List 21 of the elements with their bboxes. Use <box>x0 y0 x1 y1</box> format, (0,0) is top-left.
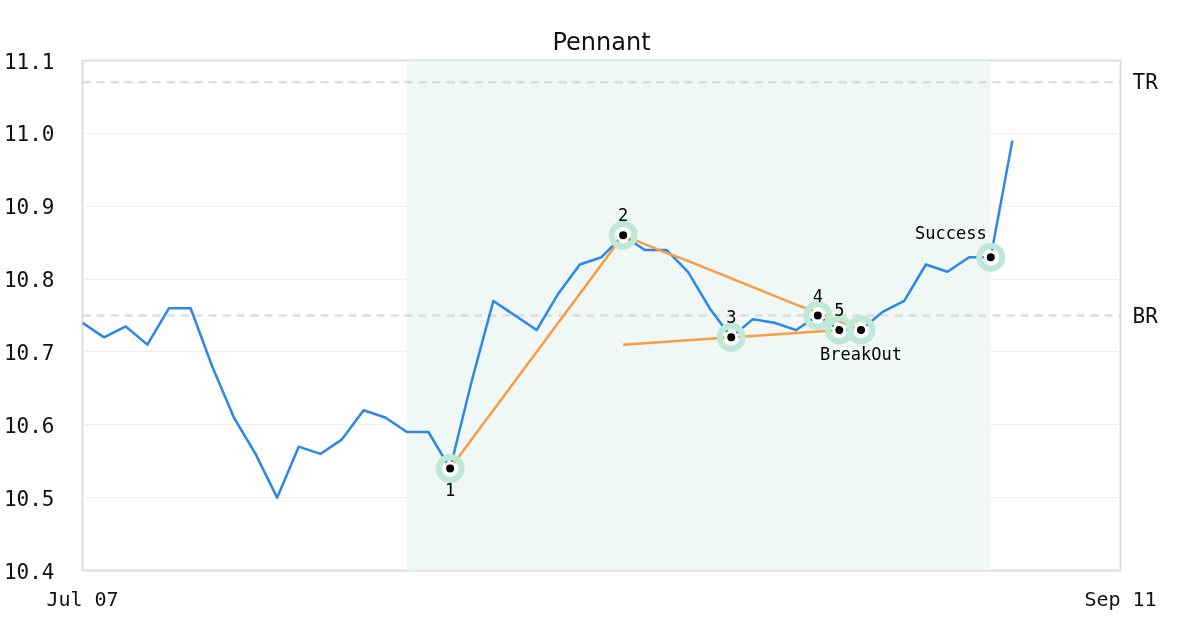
series-label: 5 <box>834 300 845 321</box>
ref-line-label: BR <box>1132 303 1159 328</box>
series-label: 4 <box>812 285 823 306</box>
x-tick-label: Jul 07 <box>46 586 119 611</box>
chart-title: Pennant <box>552 27 651 56</box>
series-label: BreakOut <box>820 344 902 365</box>
y-tick-label: 10.7 <box>3 340 55 365</box>
series-label: 1 <box>445 479 456 500</box>
y-tick-label: 10.6 <box>3 413 55 438</box>
series-label: 3 <box>726 307 737 328</box>
y-tick-label: 10.9 <box>3 195 55 220</box>
y-tick-label: 10.4 <box>3 559 55 584</box>
y-tick-label: 11.1 <box>3 49 55 74</box>
y-tick-label: 11.0 <box>3 122 55 147</box>
y-tick-label: 10.8 <box>3 268 55 293</box>
ref-line-label: TR <box>1132 70 1159 95</box>
x-tick-label: Sep 11 <box>1084 586 1157 611</box>
series-label: Success <box>915 223 987 244</box>
series-label: 2 <box>618 205 629 226</box>
line-series <box>82 139 1014 499</box>
y-tick-label: 10.5 <box>3 486 55 511</box>
